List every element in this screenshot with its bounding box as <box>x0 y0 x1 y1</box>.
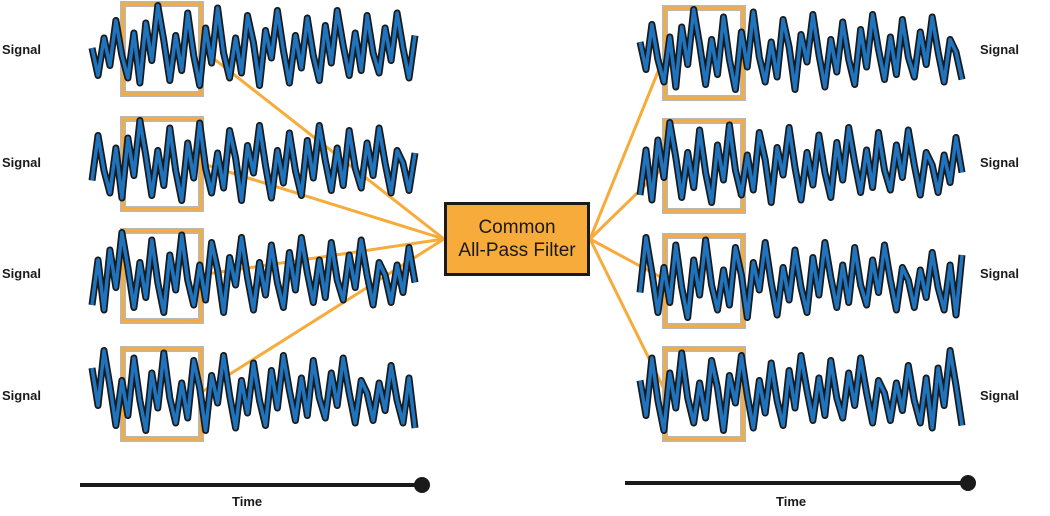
left-waveform-4 <box>90 348 417 433</box>
right-time-label: Time <box>776 494 807 509</box>
right-signal-4 <box>636 346 966 442</box>
right-signal-1 <box>636 5 966 101</box>
filter-label-line1: Common <box>478 217 556 238</box>
left-signal-label-4: Signal <box>2 388 42 403</box>
right-signal-group <box>636 5 966 442</box>
left-waveform-3 <box>90 230 417 315</box>
common-all-pass-filter-box: Common All-Pass Filter <box>444 202 590 276</box>
left-signal-label-2: Signal <box>2 155 42 170</box>
right-time-axis-arrowhead <box>960 475 976 491</box>
left-waveform-2 <box>90 118 417 203</box>
left-signal-group <box>88 1 419 442</box>
right-signal-2 <box>636 118 966 214</box>
left-signal-3 <box>88 228 419 324</box>
right-waveform-1 <box>638 7 964 92</box>
connector-right-1 <box>588 51 668 240</box>
left-time-axis-arrowhead <box>414 477 430 493</box>
time-axes <box>80 475 976 493</box>
right-signal-label-3: Signal <box>980 266 1020 281</box>
right-signal-label-4: Signal <box>980 388 1020 403</box>
left-time-label: Time <box>232 494 263 509</box>
right-waveform-4 <box>638 348 964 433</box>
left-signal-label-3: Signal <box>2 266 42 281</box>
right-signal-label-2: Signal <box>980 155 1020 170</box>
left-signal-4 <box>88 346 419 442</box>
right-waveform-2 <box>638 120 964 205</box>
left-signal-2 <box>88 116 419 212</box>
filter-connectors <box>199 46 668 395</box>
left-waveform-1 <box>90 3 417 88</box>
left-signal-label-1: Signal <box>2 42 42 57</box>
left-signal-1 <box>88 1 419 97</box>
right-signal-label-1: Signal <box>980 42 1020 57</box>
right-signal-3 <box>636 233 966 329</box>
right-waveform-3 <box>638 235 964 320</box>
filter-label-line2: All-Pass Filter <box>458 240 576 261</box>
